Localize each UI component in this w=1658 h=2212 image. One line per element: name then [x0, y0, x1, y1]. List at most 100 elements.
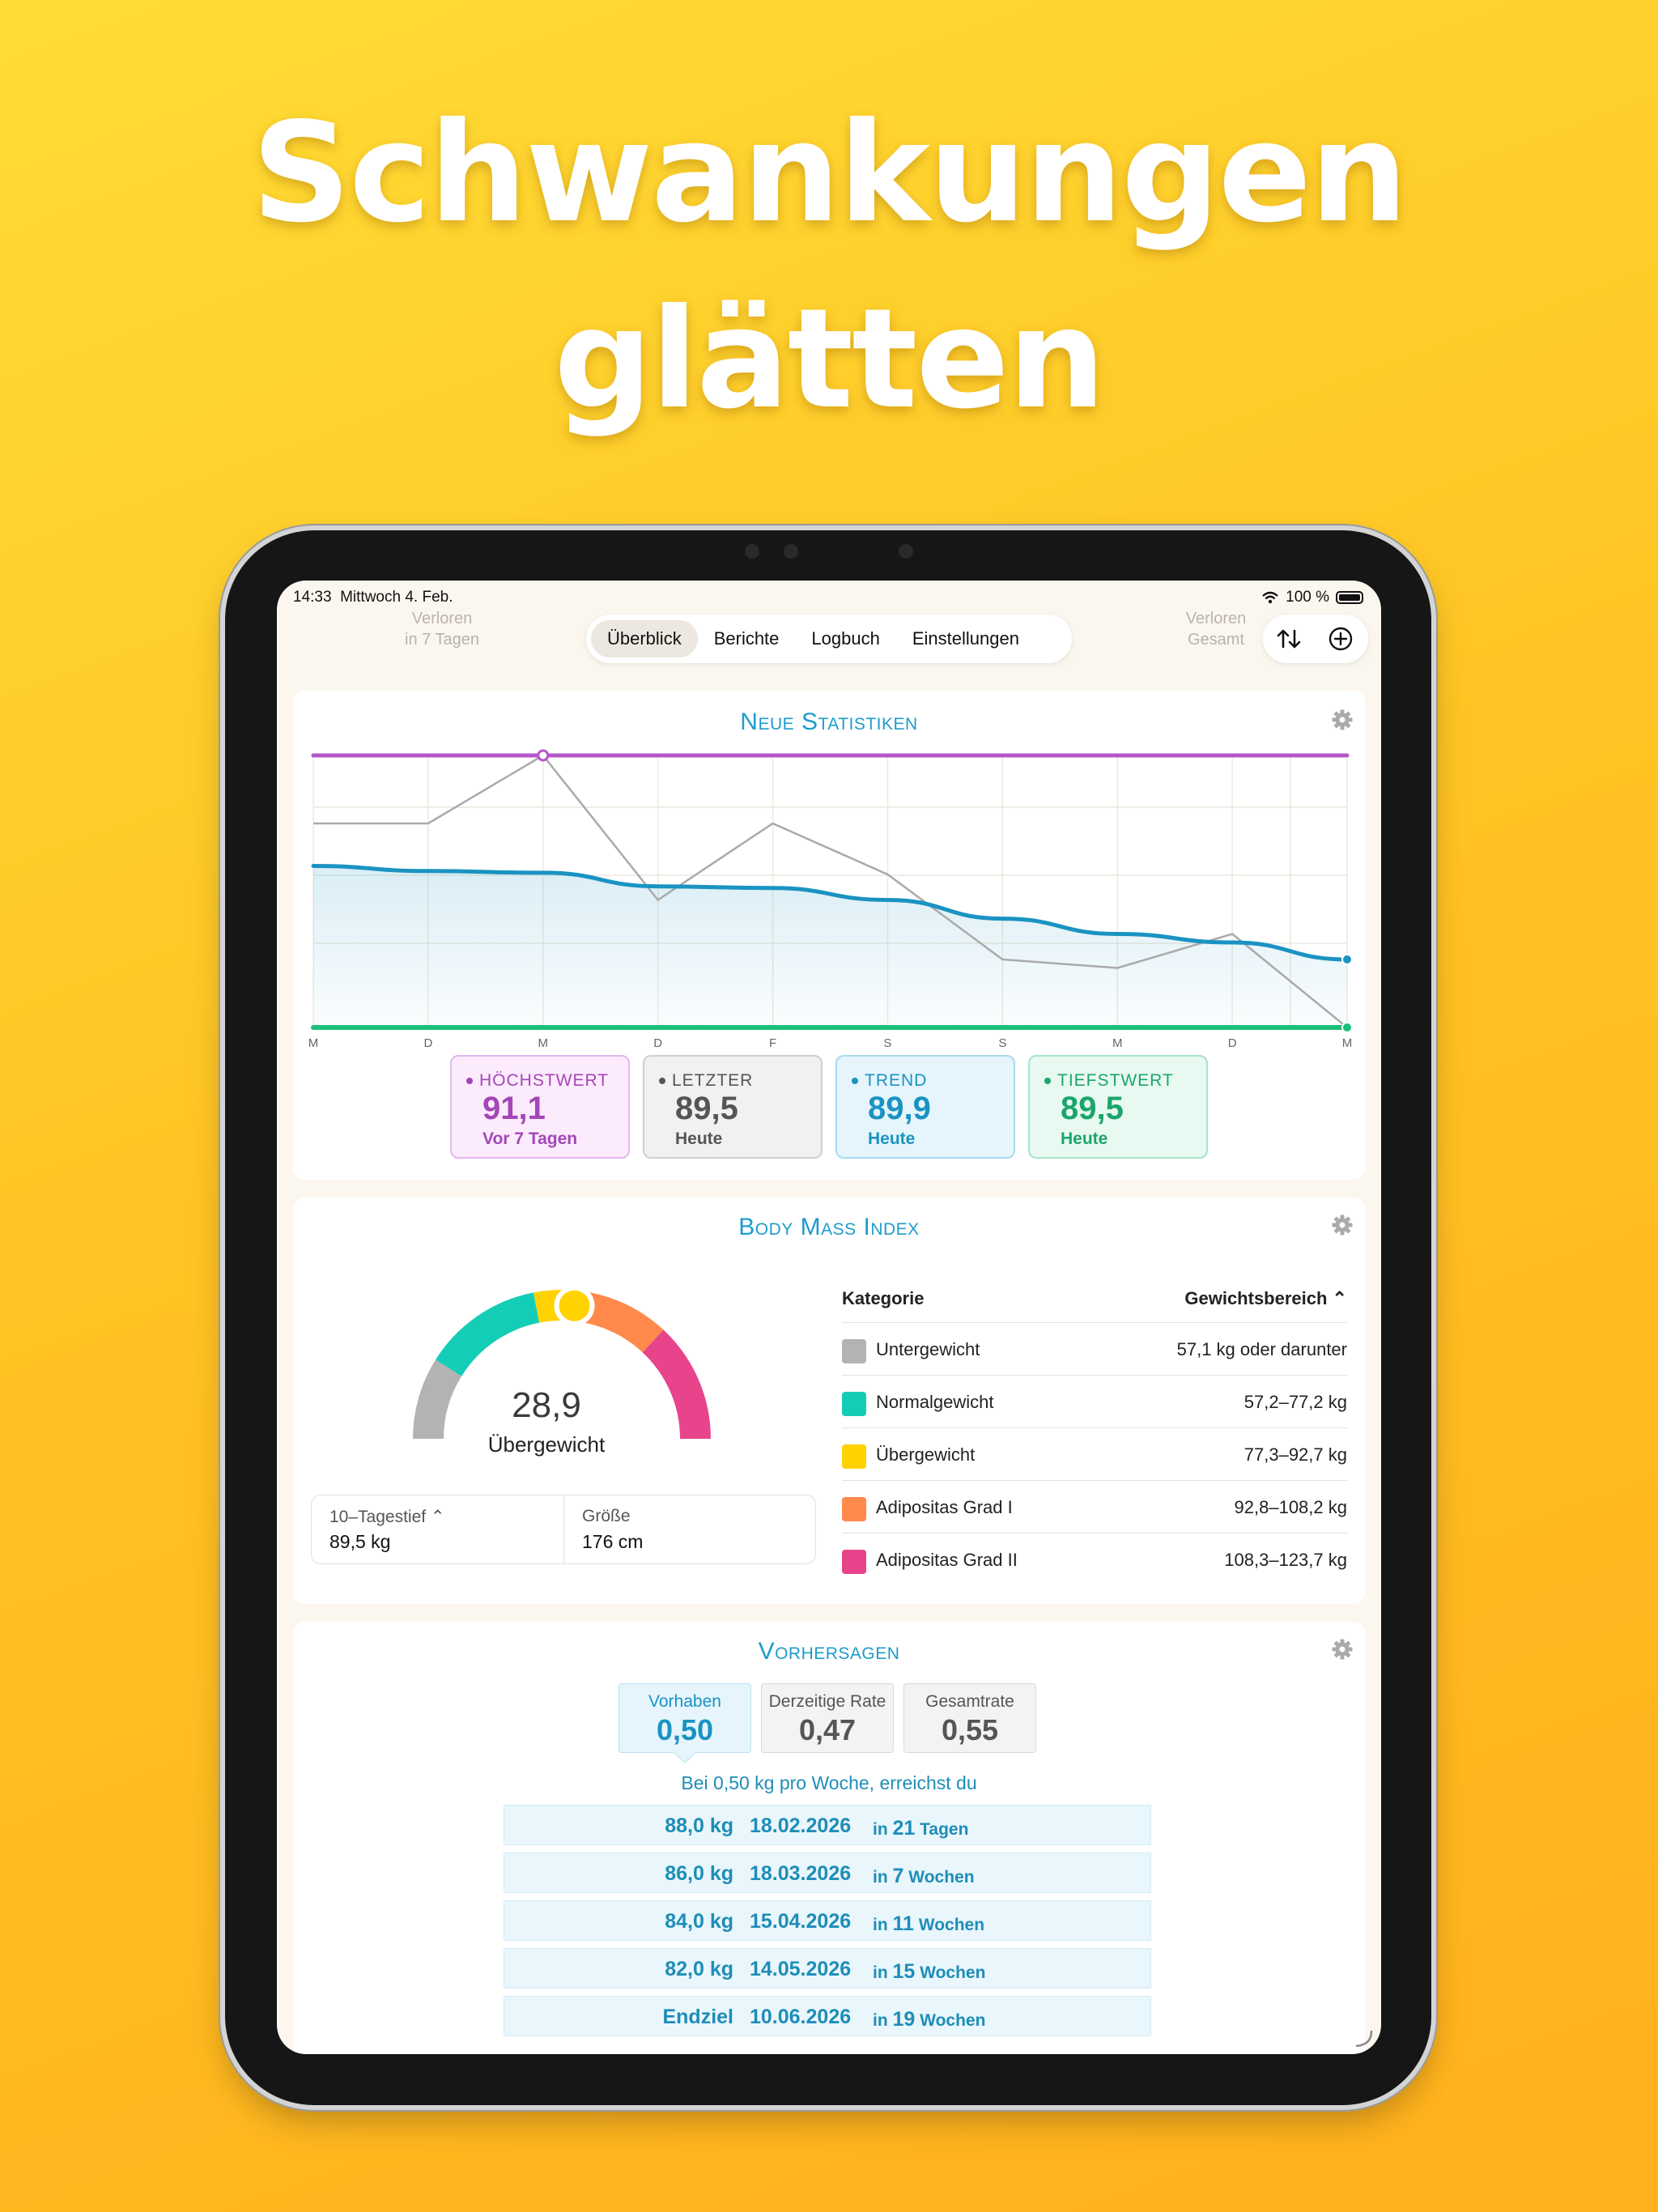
category-row: Adipositas Grad II 108,3–123,7 kg	[842, 1533, 1347, 1585]
stat-last-sub: Heute	[675, 1129, 723, 1148]
ten-day-low-label: 10–Tagestief ⌃	[329, 1508, 445, 1526]
category-name: Übergewicht	[876, 1444, 976, 1465]
tab-overview[interactable]: Überblick	[591, 620, 698, 657]
ten-day-low[interactable]: 10–Tagestief ⌃ 89,5 kg	[312, 1495, 563, 1563]
app-screen: 14:33 Mittwoch 4. Feb. 100 % Verloren in …	[277, 581, 1381, 2054]
forecast-card: Vorhersagen Vorhaben 0,50 Derz	[293, 1622, 1365, 2054]
category-row: Untergewicht 57,1 kg oder darunter	[842, 1322, 1347, 1375]
bmi-title: Body Mass Index	[738, 1214, 920, 1240]
statistics-title: Neue Statistiken	[740, 708, 918, 735]
forecast-duration: in 7 Wochen	[873, 1865, 975, 1887]
stat-max[interactable]: HÖCHSTWERT 91,1 Vor 7 Tagen	[450, 1055, 630, 1159]
sensor-dot	[784, 544, 798, 559]
tab-current-rate[interactable]: Derzeitige Rate 0,47	[761, 1683, 894, 1753]
add-icon[interactable]	[1326, 624, 1355, 653]
category-name: Normalgewicht	[876, 1392, 994, 1412]
tab-total-rate[interactable]: Gesamtrate 0,55	[903, 1683, 1036, 1753]
x-tick-label: M	[538, 1036, 549, 1050]
category-name: Adipositas Grad I	[876, 1497, 1013, 1517]
stat-max-label: HÖCHSTWERT	[479, 1071, 610, 1090]
bmi-category: Übergewicht	[487, 1432, 606, 1457]
goal-rate-label: Vorhaben	[648, 1692, 721, 1711]
category-swatch	[842, 1550, 866, 1574]
bmi-card: Body Mass Index 28,9 Übergewicht 10–Tage…	[293, 1197, 1365, 1604]
gauge-indicator	[554, 1285, 595, 1326]
goal-rate-value: 0,50	[656, 1713, 714, 1746]
forecast-duration: in 15 Wochen	[873, 1960, 986, 1983]
forecast-date: 18.02.2026	[750, 1814, 852, 1837]
headline-line-2: glätten	[554, 279, 1106, 440]
stat-last-value: 89,5	[675, 1091, 738, 1126]
sort-icon[interactable]	[1274, 624, 1303, 653]
x-tick-label: D	[423, 1036, 432, 1050]
segment-nav: Überblick Berichte Logbuch Einstellungen	[586, 615, 1072, 663]
stat-min-value: 89,5	[1061, 1091, 1124, 1126]
forecast-weight: 86,0 kg	[665, 1862, 733, 1885]
height-field[interactable]: Größe 176 cm	[563, 1495, 816, 1563]
forecast-row: 82,0 kg 14.05.2026 in 15 Wochen	[504, 1948, 1151, 1989]
gear-icon[interactable]	[1331, 1638, 1354, 1661]
volume-up-button	[1430, 636, 1436, 692]
bmi-value: 28,9	[512, 1385, 581, 1425]
x-tick-label: M	[1342, 1036, 1353, 1050]
raw-weight-line	[313, 754, 1348, 1028]
sensor-dot	[745, 544, 759, 559]
range-header[interactable]: Gewichtsbereich ⌃	[1184, 1288, 1347, 1308]
category-range: 57,2–77,2 kg	[1244, 1392, 1347, 1412]
stat-last[interactable]: LETZTER 89,5 Heute	[643, 1055, 823, 1159]
tab-settings[interactable]: Einstellungen	[912, 628, 1019, 649]
category-header: Kategorie	[842, 1288, 925, 1308]
x-tick-label: M	[1112, 1036, 1123, 1050]
height-value: 176 cm	[582, 1531, 644, 1552]
category-name: Adipositas Grad II	[876, 1550, 1018, 1570]
category-range: 108,3–123,7 kg	[1224, 1550, 1347, 1570]
tab-goal-rate[interactable]: Vorhaben 0,50	[619, 1683, 751, 1753]
x-tick-label: D	[1228, 1036, 1237, 1050]
current-rate-label: Derzeitige Rate	[768, 1692, 886, 1711]
x-tick-label: D	[653, 1036, 662, 1050]
forecast-title: Vorhersagen	[758, 1638, 900, 1665]
category-range: 92,8–108,2 kg	[1234, 1497, 1347, 1517]
trend-line	[311, 864, 1350, 962]
category-row: Adipositas Grad I 92,8–108,2 kg	[842, 1480, 1347, 1533]
wifi-icon	[1262, 591, 1278, 604]
min-point	[1341, 1022, 1353, 1033]
trend-area	[313, 866, 1347, 1027]
category-swatch	[842, 1444, 866, 1469]
forecast-row: 88,0 kg 18.02.2026 in 21 Tagen	[504, 1805, 1151, 1845]
bmi-info-box: 10–Tagestief ⌃ 89,5 kg Größe 176 cm	[311, 1495, 816, 1564]
category-swatch	[842, 1497, 866, 1521]
ten-day-low-value: 89,5 kg	[329, 1531, 391, 1552]
stat-trend-value: 89,9	[868, 1091, 931, 1126]
stat-min-sub: Heute	[1061, 1129, 1108, 1148]
forecast-date: 10.06.2026	[750, 2006, 852, 2028]
tab-pointer	[674, 1752, 696, 1763]
stat-trend[interactable]: TREND 89,9 Heute	[835, 1055, 1015, 1159]
category-range: 77,3–92,7 kg	[1244, 1444, 1347, 1465]
lost-7-days: Verloren in 7 Tagen	[405, 610, 479, 649]
forecast-date: 15.04.2026	[750, 1910, 852, 1933]
category-swatch	[842, 1392, 866, 1416]
tab-reports[interactable]: Berichte	[713, 628, 780, 649]
gauge-segment	[642, 1329, 711, 1440]
x-tick-label: S	[998, 1036, 1006, 1050]
category-swatch	[842, 1339, 866, 1363]
stat-last-label: LETZTER	[672, 1071, 754, 1090]
status-time: 14:33 Mittwoch 4. Feb.	[293, 589, 453, 606]
stat-min[interactable]: TIEFSTWERT 89,5 Heute	[1028, 1055, 1208, 1159]
gear-icon[interactable]	[1331, 1214, 1354, 1236]
x-tick-label: F	[769, 1036, 776, 1050]
volume-down-button	[1430, 703, 1436, 759]
forecast-duration: in 21 Tagen	[873, 1817, 969, 1840]
resize-handle-icon[interactable]	[1354, 2028, 1373, 2048]
tab-logbook[interactable]: Logbuch	[811, 628, 880, 649]
gauge-segment	[435, 1292, 540, 1377]
action-pill	[1263, 615, 1368, 663]
forecast-row: 84,0 kg 15.04.2026 in 11 Wochen	[504, 1900, 1151, 1941]
total-rate-value: 0,55	[941, 1713, 999, 1746]
forecast-row: 86,0 kg 18.03.2026 in 7 Wochen	[504, 1853, 1151, 1893]
headline-line-1: Schwankungen	[251, 93, 1408, 253]
total-rate-label: Gesamtrate	[925, 1692, 1014, 1711]
gear-icon[interactable]	[1331, 708, 1354, 731]
